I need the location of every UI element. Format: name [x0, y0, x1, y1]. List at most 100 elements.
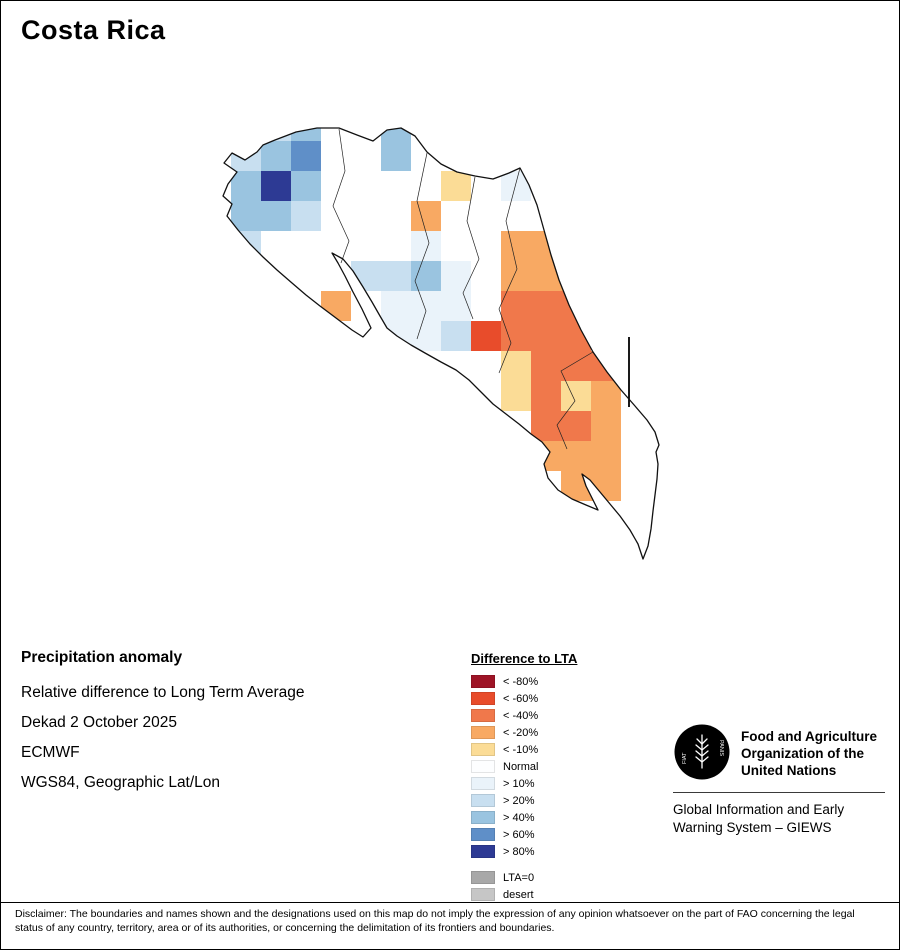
divider [1, 902, 899, 903]
legend-row: < -40% [471, 707, 577, 724]
grid-cell [561, 411, 591, 441]
grid-cell [291, 171, 321, 201]
legend-row: < -20% [471, 724, 577, 741]
legend-label: Normal [503, 760, 539, 773]
grid-cell [231, 171, 261, 201]
grid-cell [231, 141, 261, 171]
legend-swatch [471, 726, 495, 739]
legend-swatch [471, 675, 495, 688]
grid-cell [381, 128, 411, 141]
grid-cell [561, 261, 591, 291]
legend-label: < -20% [503, 726, 539, 739]
grid-cell [531, 411, 561, 441]
legend-label: < -60% [503, 692, 539, 705]
legend-row: > 10% [471, 775, 577, 792]
grid-cell [441, 261, 471, 291]
disclaimer-text: Disclaimer: The boundaries and names sho… [15, 908, 855, 934]
legend-row: > 40% [471, 809, 577, 826]
legend-label: > 20% [503, 794, 535, 807]
grid-cell [501, 171, 531, 201]
info-line: ECMWF [21, 744, 80, 761]
map-info-block: Precipitation anomaly Relative differenc… [21, 649, 441, 804]
grid-cell [441, 321, 471, 351]
grid-cell [501, 291, 531, 321]
grid-cell [411, 321, 441, 351]
fao-logo-icon: FIAT PANIS [674, 724, 730, 780]
admin-boundaries [332, 128, 594, 450]
legend-label: > 60% [503, 828, 535, 841]
grid-cell [381, 261, 411, 291]
legend-swatch [471, 845, 495, 858]
wheat-icon [695, 734, 709, 769]
grid-cell [261, 128, 291, 141]
legend-swatch [471, 811, 495, 824]
fao-motto-word: PANIS [718, 740, 724, 756]
legend-row: desert [471, 886, 577, 903]
fao-motto-word: FIAT [682, 752, 688, 764]
grid-cell [291, 201, 321, 231]
legend-swatch [471, 777, 495, 790]
grid-cell [261, 141, 291, 171]
grid-cell [561, 321, 591, 351]
grid-cell [231, 201, 261, 231]
legend-title: Difference to LTA [471, 651, 578, 666]
legend-row: Normal [471, 758, 577, 775]
info-heading: Precipitation anomaly [21, 649, 183, 666]
grid-cell [501, 351, 531, 381]
fao-org-name-line: Organization of the [741, 746, 864, 761]
legend-swatch [471, 760, 495, 773]
legend-label: < -10% [503, 743, 539, 756]
grid-cell [291, 141, 321, 171]
legend-row: > 60% [471, 826, 577, 843]
divider [673, 792, 885, 793]
grid-cell [381, 141, 411, 171]
grid-cell [531, 321, 561, 351]
grid-cell [441, 171, 471, 201]
legend-spacer [471, 860, 577, 869]
legend-label: > 80% [503, 845, 535, 858]
grid-cell [501, 381, 531, 411]
grid-cell [531, 291, 561, 321]
info-line: WGS84, Geographic Lat/Lon [21, 774, 221, 791]
giews-line: Warning System – GIEWS [673, 820, 832, 835]
fao-block: FIAT PANIS Food and Agriculture Organiza… [673, 723, 889, 837]
giews-label: Global Information and Early Warning Sys… [673, 801, 889, 837]
legend-row: > 80% [471, 843, 577, 860]
grid-cell [411, 291, 441, 321]
grid-cell [531, 261, 561, 291]
fao-org-name-line: United Nations [741, 763, 837, 778]
legend-swatch [471, 743, 495, 756]
grid-cell [531, 381, 561, 411]
fao-org-name-line: Food and Agriculture [741, 729, 877, 744]
legend-swatch [471, 871, 495, 884]
grid-cell [321, 291, 351, 321]
grid-cell [381, 291, 411, 321]
legend-swatch [471, 692, 495, 705]
legend-label: > 10% [503, 777, 535, 790]
legend-row: LTA=0 [471, 869, 577, 886]
grid-cell [501, 231, 531, 261]
legend-swatch [471, 794, 495, 807]
page-title: Costa Rica [21, 15, 166, 45]
grid-cell [411, 231, 441, 261]
grid-cell [411, 261, 441, 291]
grid-cell [471, 321, 501, 351]
grid-cell [591, 441, 621, 471]
legend-label: desert [503, 888, 534, 901]
grid-cell [531, 351, 561, 381]
grid-cell [591, 381, 621, 411]
grid-cell [441, 291, 471, 321]
legend-row: < -10% [471, 741, 577, 758]
fao-org-name: Food and Agriculture Organization of the… [741, 723, 877, 779]
grid-cell [261, 201, 291, 231]
legend-label: LTA=0 [503, 871, 535, 884]
legend-label: > 40% [503, 811, 535, 824]
grid-cell [501, 321, 531, 351]
grid-cell [531, 441, 561, 471]
legend-swatch [471, 828, 495, 841]
legend-swatch [471, 888, 495, 901]
legend-row: < -80% [471, 673, 577, 690]
grid-cell [291, 128, 321, 141]
